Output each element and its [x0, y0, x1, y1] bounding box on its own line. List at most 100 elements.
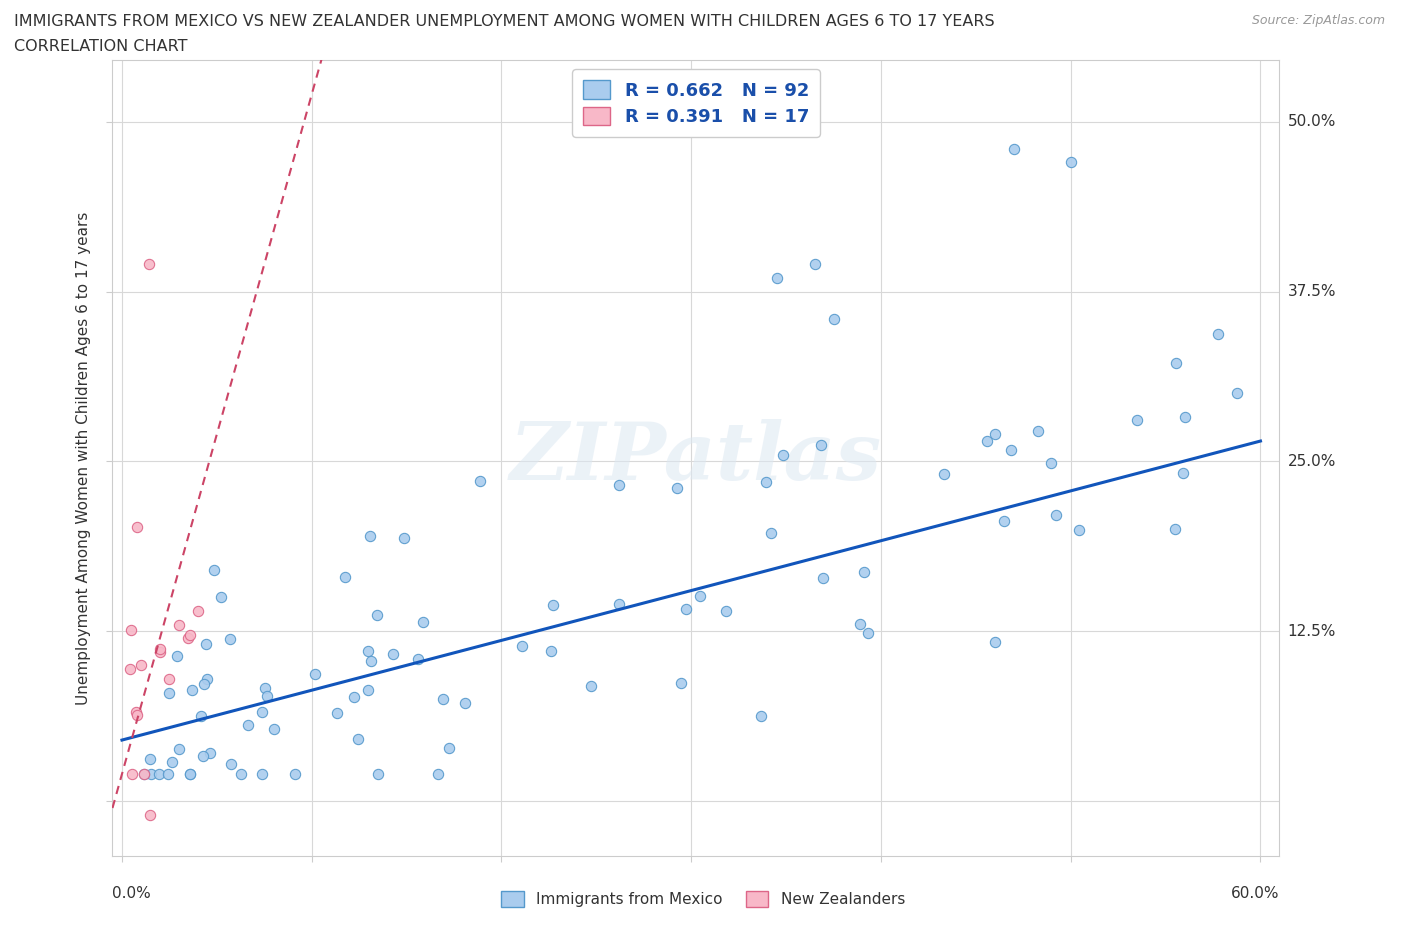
Point — [1000, 443, 1022, 458]
Point — [219, 756, 242, 771]
Point — [607, 596, 630, 611]
Point — [160, 755, 183, 770]
Point — [412, 615, 434, 630]
Point — [1028, 423, 1050, 438]
Text: 0.0%: 0.0% — [112, 886, 152, 901]
Point — [190, 709, 212, 724]
Point — [229, 766, 252, 781]
Point — [138, 751, 160, 766]
Point — [716, 604, 738, 618]
Point — [366, 607, 388, 622]
Point — [129, 658, 152, 672]
Point — [689, 589, 711, 604]
Point — [1166, 355, 1188, 370]
Point — [195, 636, 218, 651]
Text: Source: ZipAtlas.com: Source: ZipAtlas.com — [1251, 14, 1385, 27]
Point — [179, 766, 201, 781]
Point — [540, 644, 562, 658]
Point — [139, 766, 162, 781]
Point — [347, 731, 370, 746]
Point — [755, 475, 778, 490]
Point — [209, 589, 232, 604]
Point — [759, 525, 782, 540]
Point — [166, 648, 188, 663]
Point — [1126, 413, 1149, 428]
Point — [976, 433, 998, 448]
Point — [256, 688, 278, 703]
Point — [1206, 326, 1229, 341]
Point — [157, 766, 180, 781]
Point — [304, 667, 326, 682]
Point — [666, 481, 689, 496]
Point — [932, 467, 955, 482]
Point — [357, 644, 380, 658]
Point — [284, 766, 307, 781]
Text: 50.0%: 50.0% — [1288, 114, 1336, 129]
Point — [157, 685, 180, 700]
Point — [1174, 409, 1197, 424]
Point — [1040, 456, 1063, 471]
Point — [120, 661, 142, 676]
Point — [134, 766, 156, 781]
Text: IMMIGRANTS FROM MEXICO VS NEW ZEALANDER UNEMPLOYMENT AMONG WOMEN WITH CHILDREN A: IMMIGRANTS FROM MEXICO VS NEW ZEALANDER … — [14, 14, 994, 29]
Point — [250, 705, 273, 720]
Point — [139, 807, 162, 822]
Point — [127, 708, 149, 723]
Point — [179, 628, 201, 643]
Point — [335, 569, 357, 584]
Point — [1060, 155, 1083, 170]
Point — [250, 766, 273, 781]
Point — [510, 638, 533, 653]
Point — [360, 654, 382, 669]
Point — [125, 520, 148, 535]
Legend: Immigrants from Mexico, New Zealanders: Immigrants from Mexico, New Zealanders — [495, 884, 911, 913]
Point — [853, 565, 876, 580]
Point — [359, 529, 381, 544]
Point — [453, 696, 475, 711]
Point — [607, 477, 630, 492]
Point — [343, 690, 366, 705]
Point — [202, 563, 225, 578]
Text: CORRELATION CHART: CORRELATION CHART — [14, 39, 187, 54]
Point — [195, 671, 218, 686]
Point — [149, 641, 172, 656]
Point — [138, 257, 160, 272]
Point — [253, 680, 276, 695]
Point — [218, 631, 240, 646]
Point — [675, 602, 697, 617]
Point — [984, 634, 1007, 649]
Text: 37.5%: 37.5% — [1288, 284, 1336, 299]
Legend: R = 0.662   N = 92, R = 0.391   N = 17: R = 0.662 N = 92, R = 0.391 N = 17 — [572, 70, 820, 137]
Point — [823, 312, 845, 326]
Point — [367, 766, 389, 781]
Point — [579, 678, 602, 693]
Text: ZIPatlas: ZIPatlas — [510, 419, 882, 497]
Point — [120, 622, 142, 637]
Point — [1045, 508, 1067, 523]
Point — [167, 618, 190, 632]
Point — [432, 691, 454, 706]
Point — [167, 742, 190, 757]
Point — [180, 683, 202, 698]
Point — [993, 513, 1015, 528]
Point — [263, 721, 285, 736]
Point — [749, 708, 772, 723]
Text: 25.0%: 25.0% — [1288, 454, 1336, 469]
Point — [406, 651, 429, 666]
Point — [132, 766, 155, 781]
Point — [765, 271, 787, 286]
Point — [810, 437, 832, 452]
Point — [1069, 523, 1091, 538]
Point — [125, 704, 148, 719]
Point — [426, 766, 449, 781]
Point — [149, 644, 172, 659]
Point — [200, 746, 222, 761]
Text: 60.0%: 60.0% — [1232, 886, 1279, 901]
Point — [392, 531, 415, 546]
Point — [803, 257, 825, 272]
Point — [1226, 385, 1249, 400]
Point — [984, 427, 1007, 442]
Point — [121, 766, 143, 781]
Point — [437, 740, 460, 755]
Point — [1173, 465, 1195, 480]
